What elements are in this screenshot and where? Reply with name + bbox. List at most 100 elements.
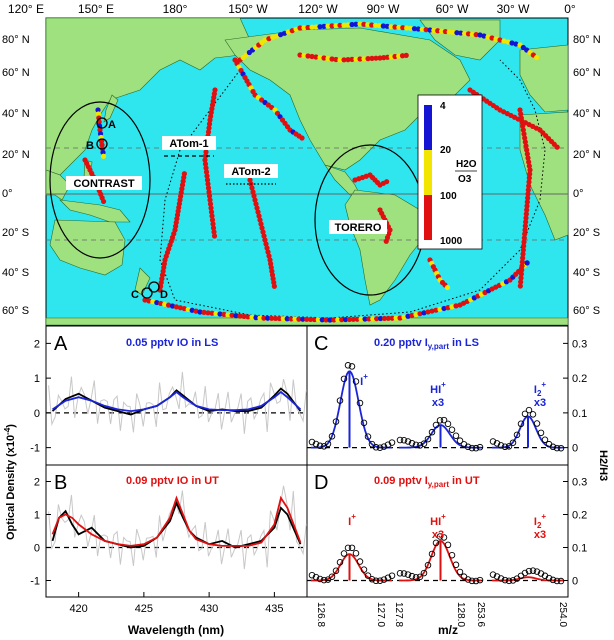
flight-track-point	[206, 189, 212, 195]
data-point	[468, 577, 476, 585]
flight-track-point	[173, 304, 180, 310]
flight-track-point	[181, 305, 187, 312]
flight-track-point	[526, 179, 532, 185]
data-point	[360, 419, 368, 427]
data-point	[533, 568, 541, 575]
torero-label-box	[329, 220, 387, 234]
data-point	[440, 534, 448, 541]
flight-track-point	[206, 193, 213, 199]
flight-track-point	[341, 22, 347, 28]
flight-track-point	[403, 52, 409, 58]
flight-track-point	[203, 149, 209, 155]
data-point	[344, 362, 352, 369]
flight-track-point	[177, 305, 183, 311]
flight-track-point	[321, 55, 327, 61]
fit-spectrum-line	[51, 495, 302, 547]
flight-track-point	[453, 303, 459, 309]
data-point	[456, 437, 464, 444]
flight-track-point	[524, 207, 530, 213]
flight-track-point	[260, 229, 266, 235]
torero-label: TORERO	[335, 222, 382, 234]
panel-d-plot	[307, 533, 568, 585]
flight-track-point	[142, 297, 148, 303]
location-a-label: A	[108, 119, 116, 131]
flight-track-point	[203, 169, 210, 175]
flight-track-point	[205, 129, 212, 135]
flight-track-point	[389, 315, 395, 321]
data-point	[476, 576, 484, 584]
panel-d-title-main: 0.09 pptv I	[374, 475, 428, 487]
data-point	[404, 571, 412, 578]
fit-spectrum-line	[52, 390, 302, 413]
flight-track-point	[497, 37, 503, 43]
flight-track-point	[523, 219, 529, 225]
data-point	[424, 435, 432, 443]
flight-track-point	[365, 56, 371, 62]
data-point	[432, 539, 440, 547]
flight-track-point	[397, 315, 403, 321]
flight-track-point	[189, 307, 195, 313]
data-point	[416, 442, 424, 449]
flight-track-point	[554, 144, 560, 150]
flight-track-point	[369, 55, 375, 62]
raw-spectrum-line	[48, 485, 307, 570]
flight-track-point	[411, 26, 418, 32]
left-y-axis-label: Optical Density (x10-4)	[3, 424, 17, 540]
tick-label: 0	[34, 408, 40, 420]
data-point	[497, 442, 505, 449]
panel-c-title: 0.20 pptv Iy,part in LS	[374, 337, 479, 351]
panel-c-i-label: I+	[360, 372, 368, 388]
flight-track-point	[342, 316, 349, 323]
data-point	[408, 439, 416, 447]
flight-track-point	[524, 199, 530, 205]
colorbar-blue	[424, 105, 432, 150]
flight-track-point	[431, 27, 437, 33]
flight-track-point	[527, 167, 533, 173]
data-point	[328, 433, 336, 440]
flight-track-point	[341, 57, 347, 63]
data-point	[509, 577, 517, 584]
data-point	[529, 567, 537, 574]
flight-track-point	[525, 191, 531, 197]
peak-fit-line	[491, 576, 565, 582]
flight-track-point	[513, 41, 519, 47]
data-point	[553, 444, 561, 452]
flight-track-point	[376, 23, 383, 29]
data-point	[356, 399, 364, 407]
flight-track-point	[349, 56, 355, 63]
data-point	[372, 577, 380, 585]
flight-track-point	[247, 177, 253, 183]
flight-tracks	[82, 21, 560, 323]
data-point	[316, 575, 324, 583]
data-point	[557, 444, 565, 452]
data-point	[468, 444, 476, 452]
location-b-label: B	[86, 140, 94, 152]
flight-track-point	[255, 209, 261, 215]
data-point	[388, 439, 396, 446]
flight-track-point	[206, 125, 212, 131]
flight-track-point	[518, 111, 524, 117]
flight-track-point	[353, 56, 359, 62]
data-point	[368, 575, 376, 583]
flight-track-point	[517, 107, 523, 113]
flight-track-point	[441, 305, 447, 312]
flight-track-point	[419, 26, 425, 32]
flight-track-point	[385, 315, 391, 321]
flight-track-point	[517, 283, 523, 289]
flight-track-point	[522, 135, 528, 141]
panel-c-hi-label-scale: x3	[432, 397, 444, 409]
flight-track-point	[209, 217, 216, 223]
longitude-label: 150° E	[78, 2, 114, 16]
latitude-label-right: 20° S	[573, 227, 600, 239]
data-point	[505, 443, 513, 450]
data-point	[501, 576, 509, 584]
flight-track-point	[519, 259, 525, 265]
data-point	[352, 378, 360, 385]
latitude-label-right: 40° N	[573, 108, 601, 120]
flight-track-point	[527, 171, 533, 177]
flight-track-point	[366, 316, 372, 322]
world-map: CONTRAST TORERO ATom-1 ATom-2 A B C D 4 …	[2, 2, 601, 326]
atom1-legend-box	[162, 136, 216, 150]
map-land	[45, 17, 569, 326]
